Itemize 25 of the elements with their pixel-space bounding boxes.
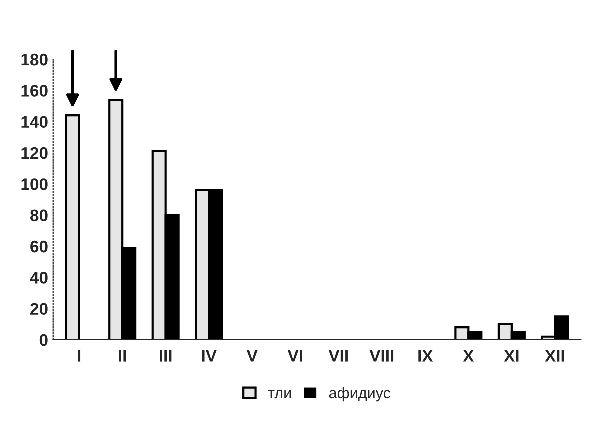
x-tick-label: X xyxy=(463,350,474,362)
legend-label: тли xyxy=(268,390,292,399)
x-tick-label: XII xyxy=(545,350,564,362)
y-tick-label: 0 xyxy=(40,334,48,346)
legend-label: афидиус xyxy=(329,387,391,402)
x-tick-label: IX xyxy=(418,350,434,362)
y-tick-label: 140 xyxy=(22,116,48,128)
y-tick-label: 180 xyxy=(22,54,48,66)
y-tick-label: 60 xyxy=(30,240,48,253)
x-tick-label: VII xyxy=(328,350,348,362)
x-tick-label: XI xyxy=(504,350,519,362)
x-tick-label: IV xyxy=(202,350,217,362)
y-tick-label: 120 xyxy=(22,147,48,160)
y-tick-label: 160 xyxy=(22,85,48,97)
y-tick-label: 80 xyxy=(30,210,48,222)
x-tick-label: VIII xyxy=(370,350,394,362)
bar xyxy=(65,114,80,340)
x-tick-label: III xyxy=(160,350,172,362)
y-tick-label: 40 xyxy=(30,272,48,284)
y-tick-label: 100 xyxy=(22,178,48,190)
x-tick-label: V xyxy=(246,350,258,362)
x-tick-label: II xyxy=(119,350,126,362)
y-tick-label: 20 xyxy=(30,303,48,316)
x-tick-label: VI xyxy=(288,350,302,362)
x-tick-label: I xyxy=(78,350,81,362)
